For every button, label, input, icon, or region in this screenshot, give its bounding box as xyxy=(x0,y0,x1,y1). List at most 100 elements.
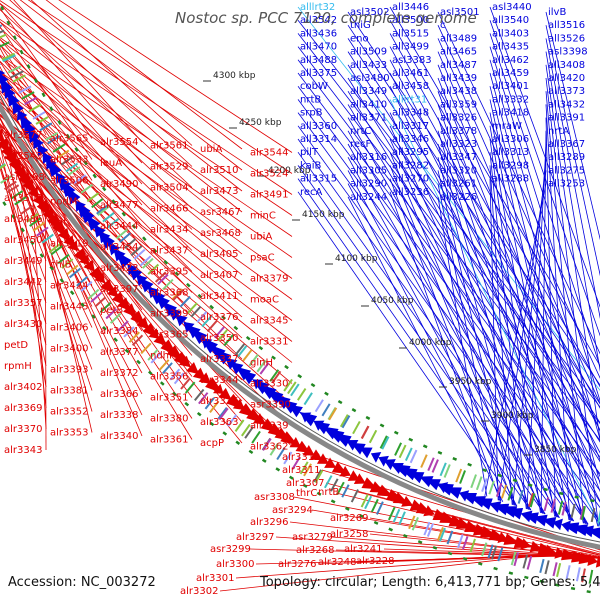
cog-mark-inner xyxy=(495,483,503,497)
cog-mark-outer xyxy=(66,264,79,276)
label-connector xyxy=(297,46,600,441)
reverse-gene-arrow xyxy=(542,516,557,529)
gene-label: all3470 xyxy=(300,42,337,53)
cog-mark-inner xyxy=(12,74,26,83)
gene-label: alr3443 xyxy=(50,302,88,313)
reverse-gene-arrow xyxy=(20,114,33,130)
gene-label: alr3338 xyxy=(100,410,138,421)
gene-label: alr3372 xyxy=(100,368,138,379)
label-connector xyxy=(489,72,600,485)
gene-label: asl3501 xyxy=(440,7,480,18)
forward-gene-arrow xyxy=(27,186,39,198)
label-connector xyxy=(0,21,243,213)
cog-mark-outer xyxy=(398,511,406,525)
label-connector xyxy=(489,20,600,337)
label-connector xyxy=(18,159,47,409)
label-connector xyxy=(389,99,600,527)
gene-label: alr3296 xyxy=(250,517,288,528)
gene-label: all3347 xyxy=(440,152,477,163)
cog-mark-outer xyxy=(251,430,261,444)
cog-mark-inner xyxy=(39,122,53,132)
label-connector xyxy=(389,46,600,431)
gene-label: asr3294 xyxy=(272,505,313,516)
forward-gene-arrow xyxy=(376,484,393,497)
cog-mark-inner xyxy=(550,498,556,513)
label-connector xyxy=(31,179,47,430)
gene-label: all3403 xyxy=(492,28,529,39)
cog-mark-inner xyxy=(590,508,596,523)
backbone-ring xyxy=(0,101,600,550)
kbp-tick-label: 3950 kbp xyxy=(449,377,492,387)
gene-label: all3433 xyxy=(350,60,387,71)
label-connector xyxy=(27,0,293,174)
reverse-gene-arrow xyxy=(107,242,121,256)
cog-mark-outer xyxy=(162,362,173,374)
cog-mark-outer xyxy=(241,423,251,437)
label-connector xyxy=(389,6,600,367)
cog-mark-inner xyxy=(455,468,463,483)
label-connector xyxy=(9,0,193,167)
label-connector xyxy=(0,0,293,195)
cog-mark-inner xyxy=(18,85,32,94)
cog-mark-outer xyxy=(57,253,70,265)
gene-label: alr3369 xyxy=(4,403,42,414)
label-connector xyxy=(389,86,600,502)
label-connector xyxy=(347,104,600,524)
gene-label: all3275 xyxy=(548,165,585,176)
gene-label: asr3467 xyxy=(200,207,241,218)
gene-label: alr3379 xyxy=(250,274,288,285)
label-connector xyxy=(0,37,293,237)
cog-mark-inner xyxy=(130,245,143,257)
reverse-gene-arrow xyxy=(229,361,244,375)
gene-label: all3401 xyxy=(492,81,529,92)
reverse-gene-arrow xyxy=(280,399,298,414)
gene-label: mraW xyxy=(492,121,522,132)
gene-label: all3489 xyxy=(440,33,477,44)
forward-gene-arrow xyxy=(544,544,557,557)
cog-mark-inner xyxy=(475,476,483,491)
gene-label: fmt xyxy=(50,218,67,229)
cog-mark-outer xyxy=(423,521,431,536)
reverse-gene-arrow xyxy=(314,421,331,435)
reverse-gene-arrow xyxy=(444,487,462,499)
cog-mark-inner xyxy=(256,359,267,373)
cog-mark-inner xyxy=(368,429,378,444)
cog-mark-outer xyxy=(426,523,434,537)
gene-label: alr3297 xyxy=(236,532,274,543)
forward-gene-arrow xyxy=(253,413,267,425)
cog-mark-inner xyxy=(102,212,115,223)
label-connector xyxy=(489,112,570,521)
kbp-tick-label: 4000 kbp xyxy=(409,338,452,348)
gene-label: ilvB xyxy=(548,7,566,18)
cog-mark-inner xyxy=(32,111,46,120)
gene-label: alr3380 xyxy=(150,414,188,425)
reverse-gene-arrow xyxy=(12,99,24,115)
cog-mark-outer xyxy=(581,568,586,583)
cog-mark-inner xyxy=(557,500,564,515)
gene-label: alr3395 xyxy=(150,267,188,278)
forward-gene-arrow xyxy=(212,383,224,394)
gene-label: all3332 xyxy=(492,94,529,105)
cog-mark-outer xyxy=(48,242,62,254)
cog-mark-outer xyxy=(446,530,454,545)
gene-label: alr3381 xyxy=(50,386,88,397)
gene-label: all3516 xyxy=(548,20,585,31)
gene-label: psaC xyxy=(250,253,275,264)
gene-label: thiG xyxy=(350,20,371,31)
cog-mark-outer xyxy=(350,489,359,503)
cog-mark-outer xyxy=(314,469,324,484)
gene-label: alr3340 xyxy=(100,431,138,442)
forward-gene-arrow xyxy=(78,254,90,265)
reverse-gene-arrow xyxy=(27,127,41,144)
cog-mark-inner xyxy=(206,320,218,333)
reverse-gene-arrow xyxy=(298,411,318,427)
gene-label: all3261 xyxy=(440,179,477,190)
reverse-gene-arrow xyxy=(0,70,6,76)
gene-label: petB xyxy=(100,305,123,316)
gene-label: alr3543 xyxy=(4,151,42,162)
gene-label: alr3490 xyxy=(100,179,138,190)
cog-mark-inner xyxy=(420,454,428,468)
gene-label: all3500 xyxy=(392,15,429,26)
cog-mark-inner xyxy=(28,103,42,113)
gene-label: alr3533 xyxy=(50,155,88,166)
